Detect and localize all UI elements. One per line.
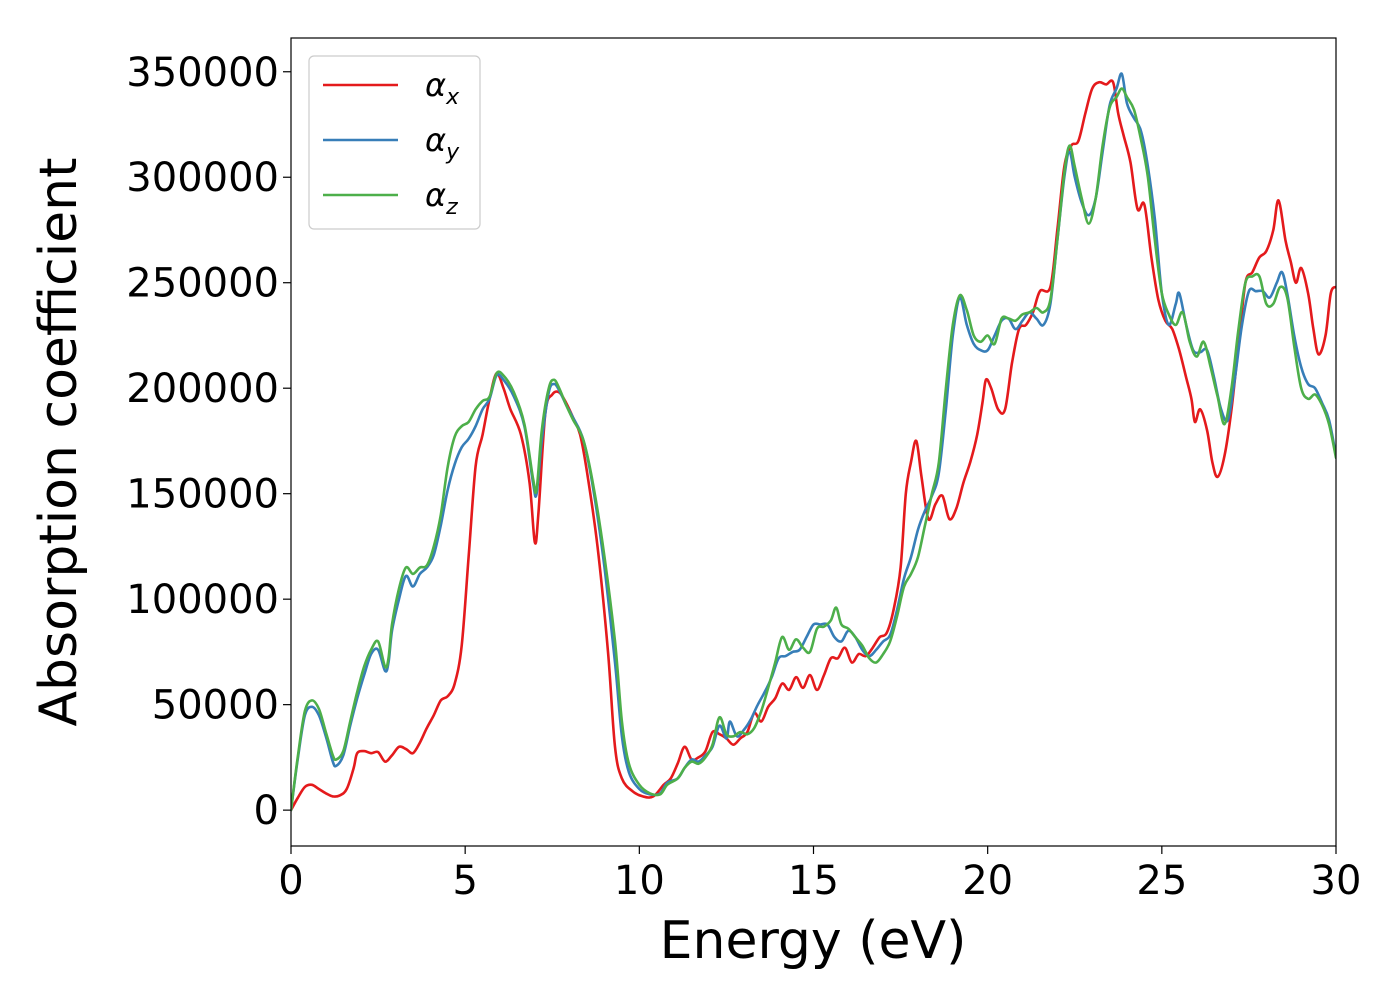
x-tick-label: 20 (962, 858, 1013, 904)
x-tick-label: 5 (452, 858, 477, 904)
y-tick-label: 50000 (152, 683, 279, 729)
x-tick-label: 0 (278, 858, 303, 904)
x-tick-label: 25 (1136, 858, 1187, 904)
x-axis-title: Energy (eV) (660, 911, 967, 971)
y-tick-label: 150000 (126, 472, 279, 518)
y-tick-label: 0 (254, 788, 279, 834)
x-tick-label: 10 (614, 858, 665, 904)
legend: αx αy αz (308, 55, 481, 230)
y-tick-label: 300000 (126, 155, 279, 201)
series-line-x (291, 79, 1336, 812)
series-layer (291, 72, 1336, 812)
legend-label-x: αx (425, 66, 460, 110)
legend-items: αx αy αz (323, 66, 460, 220)
y-axis-title: Absorption coefficient (29, 157, 89, 726)
legend-label-y: αy (425, 121, 460, 165)
x-tick-label: 15 (788, 858, 839, 904)
y-tick-label: 250000 (126, 261, 279, 307)
y-tick-label: 200000 (126, 366, 279, 412)
y-tick-label: 350000 (126, 50, 279, 96)
series-line-z (291, 87, 1336, 812)
x-axis-ticks: 0 5 10 15 20 25 30 (278, 846, 1361, 904)
legend-box (308, 55, 481, 230)
y-axis-ticks: 0 50000 100000 150000 200000 250000 300000 3500… (126, 50, 291, 834)
legend-label-z: αz (425, 176, 458, 220)
y-tick-label: 100000 (126, 577, 279, 623)
x-tick-label: 30 (1311, 858, 1362, 904)
